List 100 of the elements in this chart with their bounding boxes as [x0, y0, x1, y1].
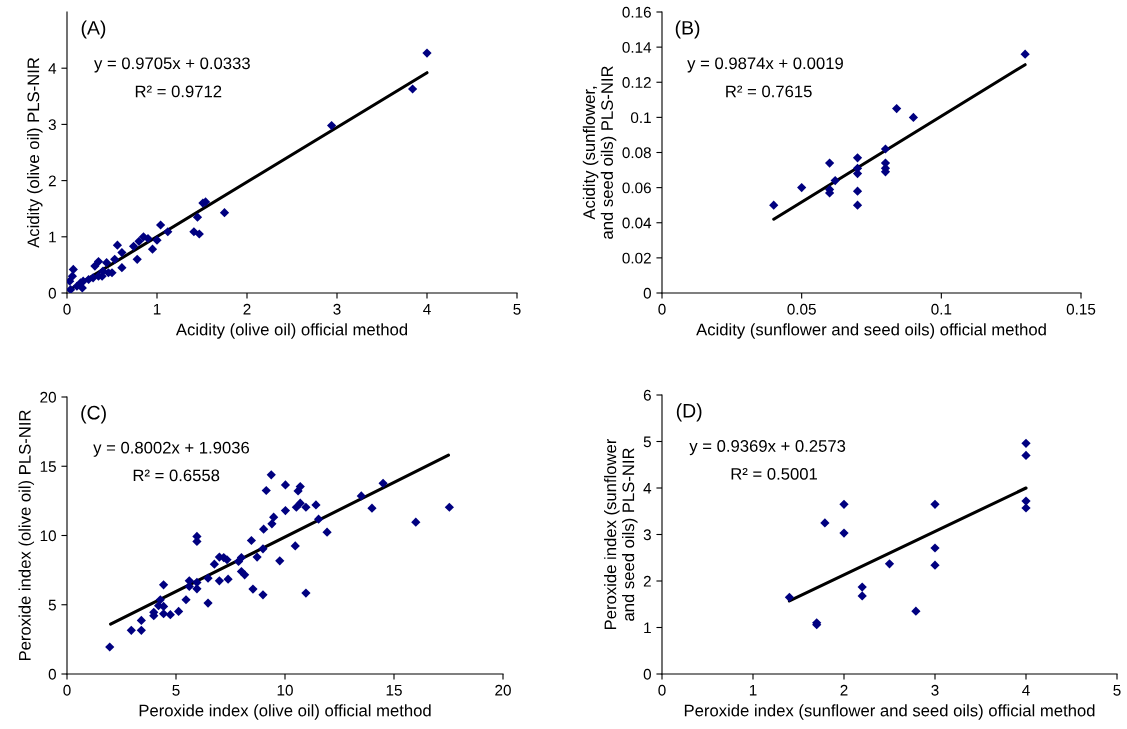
point — [839, 499, 849, 509]
point — [112, 240, 123, 250]
point — [820, 518, 830, 528]
y-tick-label: 0.1 — [630, 112, 651, 124]
point — [857, 582, 867, 592]
point — [908, 112, 919, 122]
point — [152, 235, 162, 245]
point — [105, 642, 115, 652]
y-tick-label: 5 — [643, 436, 651, 448]
x-axis-title: Peroxide index (olive oil) official method — [139, 704, 431, 720]
point — [930, 499, 940, 509]
y-tick-label: 5 — [48, 599, 56, 611]
x-tick-label: 5 — [172, 684, 180, 696]
y-tick-label: 3 — [48, 119, 56, 131]
x-tick-label: 2 — [840, 684, 848, 696]
point — [261, 485, 271, 496]
point — [267, 519, 277, 529]
point — [313, 514, 324, 524]
point — [163, 227, 173, 237]
y-tick-label: 0.14 — [622, 41, 652, 53]
point — [68, 264, 78, 274]
y-axis-title: Peroxide index (sunflower and seed oils) PLS-NIR — [604, 438, 638, 630]
point — [134, 236, 144, 246]
y-axis-title: Acidity (sunflower, and seed oils) PLS-NIR — [582, 66, 617, 239]
point — [880, 144, 891, 154]
y-tick-label: 0 — [643, 668, 651, 680]
point — [158, 609, 169, 619]
y-tick-label: 15 — [40, 461, 56, 472]
y-tick-label: 2 — [48, 175, 56, 187]
point — [1021, 438, 1031, 448]
point — [411, 517, 421, 527]
y-axis-title: Peroxide index (olive oil) PLS-NIR — [18, 410, 35, 661]
y-tick-label: 4 — [643, 483, 652, 494]
point — [1021, 503, 1031, 513]
y-tick-label: 3 — [643, 529, 651, 541]
point — [422, 48, 432, 58]
x-tick-label: 0 — [658, 684, 666, 696]
point — [158, 580, 169, 590]
y-tick-label: 0.16 — [622, 6, 651, 18]
x-tick-label: 0.1 — [931, 303, 952, 315]
point — [784, 592, 795, 602]
x-tick-label: 1 — [153, 303, 161, 315]
point — [136, 625, 146, 635]
annotation: (A) — [81, 20, 106, 39]
y-tick-label: 1 — [49, 231, 56, 243]
y-tick-label: 0.12 — [622, 77, 651, 88]
x-axis-title: Acidity (sunflower and seed oils) official method — [696, 323, 1046, 339]
point — [852, 200, 863, 210]
y-tick-label: 20 — [40, 391, 56, 403]
point — [1020, 49, 1030, 59]
y-tick-label: 0.06 — [622, 182, 651, 194]
point — [839, 528, 849, 538]
y-tick-label: 0 — [48, 668, 56, 680]
x-tick-label: 5 — [1113, 684, 1121, 696]
point — [269, 512, 279, 522]
point — [203, 598, 213, 608]
point — [110, 254, 120, 264]
point — [884, 559, 895, 569]
point — [301, 502, 311, 512]
point — [301, 588, 311, 598]
point — [830, 175, 840, 186]
x-tick-label: 0 — [63, 684, 71, 696]
point — [852, 153, 863, 163]
annotation: R² = 0.9712 — [135, 85, 222, 98]
y-axis-title: Acidity (olive oil) PLS-NIR — [27, 57, 43, 248]
point — [246, 535, 257, 546]
point — [155, 595, 165, 605]
point — [192, 212, 203, 222]
point — [356, 491, 366, 501]
point — [930, 560, 940, 570]
point — [219, 208, 230, 218]
y-tick-label: 0.04 — [622, 217, 652, 229]
x-tick-label: 5 — [513, 303, 521, 315]
point — [165, 610, 175, 620]
point — [252, 552, 262, 562]
x-tick-label: 2 — [243, 303, 251, 315]
point — [117, 263, 127, 273]
point — [101, 258, 112, 268]
point — [128, 241, 139, 251]
point — [407, 84, 418, 94]
x-tick-label: 4 — [423, 303, 431, 315]
point — [769, 200, 779, 210]
point — [275, 556, 285, 566]
point — [258, 590, 268, 600]
x-tick-label: 0.05 — [787, 303, 816, 315]
point — [266, 470, 276, 480]
point — [90, 261, 100, 271]
annotation: y = 0.9705x + 0.0333 — [94, 57, 250, 73]
point — [132, 254, 142, 264]
annotation: R² = 0.5001 — [731, 467, 817, 480]
y-tick-label: 2 — [643, 575, 651, 587]
point — [322, 527, 332, 537]
x-tick-label: 3 — [333, 303, 341, 315]
point — [155, 220, 166, 230]
point — [444, 502, 454, 512]
annotation: (B) — [675, 20, 700, 39]
y-tick-label: 4 — [48, 63, 57, 74]
point — [258, 544, 268, 554]
x-tick-label: 10 — [277, 684, 293, 696]
point — [259, 524, 269, 534]
